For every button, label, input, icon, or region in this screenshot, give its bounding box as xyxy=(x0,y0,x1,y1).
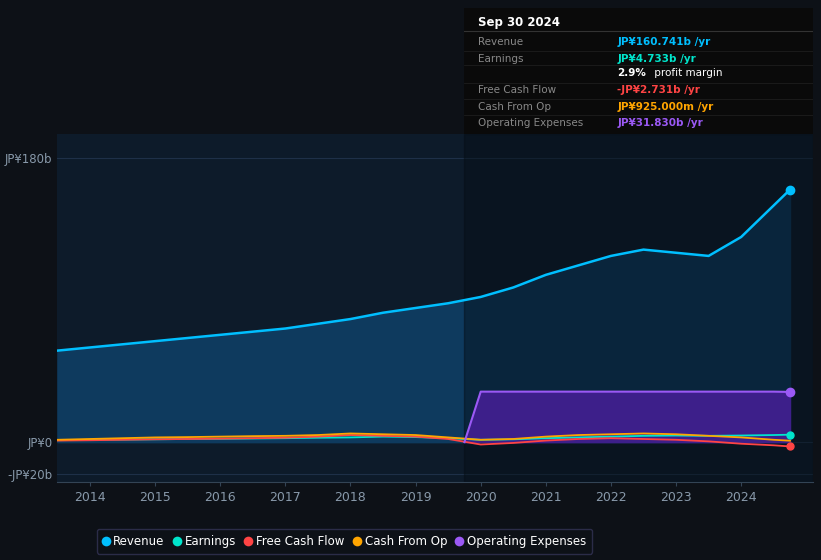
Text: Cash From Op: Cash From Op xyxy=(478,102,551,111)
Bar xyxy=(465,134,813,482)
Text: Free Cash Flow: Free Cash Flow xyxy=(478,85,556,95)
Legend: Revenue, Earnings, Free Cash Flow, Cash From Op, Operating Expenses: Revenue, Earnings, Free Cash Flow, Cash … xyxy=(97,529,592,554)
Text: Revenue: Revenue xyxy=(478,38,523,48)
Text: JP¥925.000m /yr: JP¥925.000m /yr xyxy=(617,102,713,111)
Text: profit margin: profit margin xyxy=(650,68,722,78)
Text: JP¥31.830b /yr: JP¥31.830b /yr xyxy=(617,118,703,128)
Text: Operating Expenses: Operating Expenses xyxy=(478,118,583,128)
Text: Earnings: Earnings xyxy=(478,54,523,64)
Text: -JP¥2.731b /yr: -JP¥2.731b /yr xyxy=(617,85,700,95)
Text: JP¥4.733b /yr: JP¥4.733b /yr xyxy=(617,54,696,64)
Text: 2.9%: 2.9% xyxy=(617,68,646,78)
Text: Sep 30 2024: Sep 30 2024 xyxy=(478,16,560,29)
Text: JP¥160.741b /yr: JP¥160.741b /yr xyxy=(617,38,711,48)
